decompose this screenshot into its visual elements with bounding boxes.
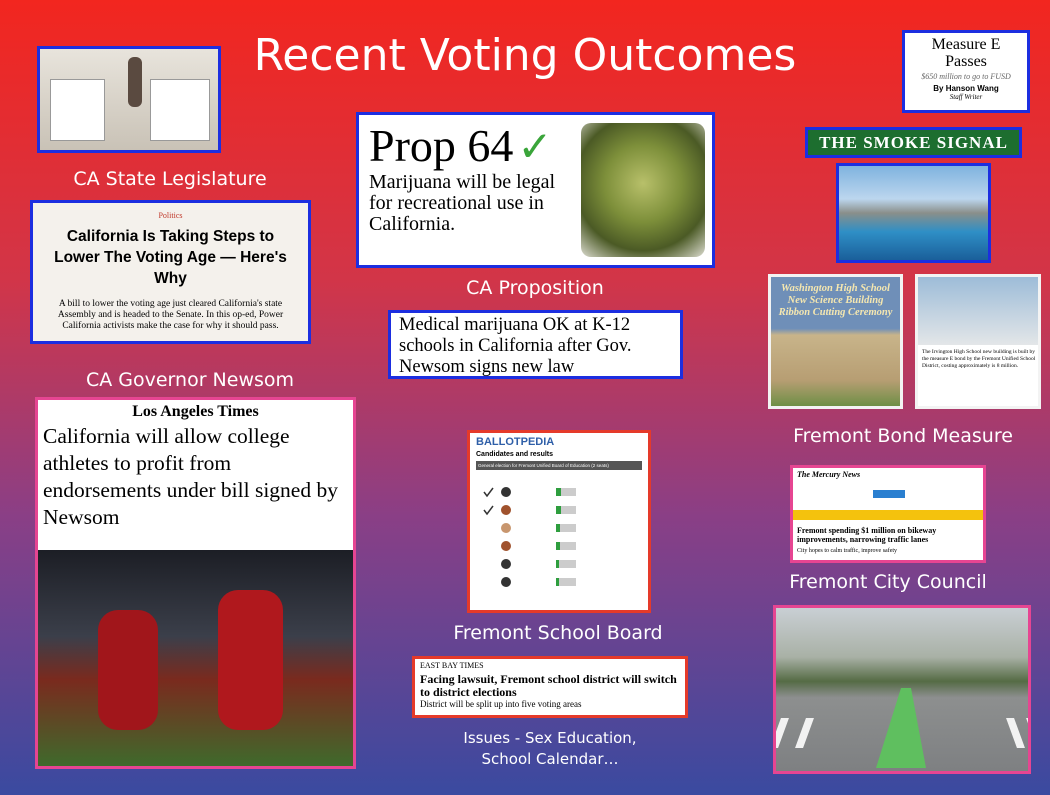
body: A bill to lower the voting age just clea… [43, 299, 298, 332]
caption: Fremont Bond Measure [793, 425, 1013, 447]
player [218, 590, 283, 730]
headline: California Is Taking Steps to Lower The … [43, 226, 298, 289]
clipping: Medical marijuana OK at K-12 schools in … [388, 310, 683, 379]
person [128, 57, 142, 107]
headline: Prop 64 [369, 120, 513, 171]
voting-photo [37, 46, 221, 153]
role: Staff Writer [905, 93, 1027, 101]
headline: California will allow college athletes t… [38, 421, 353, 533]
player [98, 610, 158, 730]
headline: Measure E Passes [926, 36, 1006, 70]
clipping: BALLOTPEDIA Candidates and results Gener… [467, 430, 651, 613]
clipping: Measure E Passes $650 million to go to F… [902, 30, 1030, 113]
photo-caption: Washington High School New Science Build… [777, 283, 894, 319]
photo-caption: The Irvington High School new building i… [922, 349, 1036, 370]
results-table [476, 478, 646, 598]
caption: CA Governor Newsom [86, 369, 294, 391]
building [918, 277, 1038, 345]
clipping: Prop 64 ✓ Marijuana will be legal for re… [356, 112, 715, 268]
checkmark: ✓ [517, 125, 552, 171]
road [776, 608, 1028, 771]
subhead: City hopes to calm traffic, improve safe… [797, 548, 897, 554]
subhead: District will be split up into five voti… [420, 699, 680, 709]
football-photo [38, 550, 353, 766]
headline: Fremont spending $1 million on bikeway i… [797, 526, 982, 544]
booth [50, 79, 105, 141]
race: General election for Fremont Unified Boa… [476, 461, 642, 470]
irvington-photo: The Irvington High School new building i… [915, 274, 1041, 409]
caption: CA Proposition [466, 277, 604, 299]
caption: Fremont School Board [453, 622, 662, 644]
washington-photo: Washington High School New Science Build… [768, 274, 903, 409]
button [873, 490, 905, 498]
street-photo [773, 605, 1031, 774]
body: Marijuana will be legal for recreational… [369, 172, 569, 235]
pool-photo [836, 163, 991, 263]
clipping: Los Angeles Times California will allow … [35, 397, 356, 769]
clipping: Politics California Is Taking Steps to L… [30, 200, 311, 344]
byline: By Hanson Wang [905, 84, 1027, 93]
masthead: EAST BAY TIMES [420, 661, 680, 670]
heading: Candidates and results [476, 451, 642, 458]
masthead: THE SMOKE SIGNAL [805, 127, 1022, 158]
plant-photo [581, 123, 705, 257]
slide: Recent Voting Outcomes CA State Legislat… [0, 0, 1050, 795]
caption: CA State Legislature [73, 168, 266, 190]
headline: Facing lawsuit, Fremont school district … [420, 673, 680, 699]
clipping: The Mercury News Fremont spending $1 mil… [790, 465, 986, 563]
masthead: The Mercury News [793, 468, 983, 481]
caption: School Calendar… [481, 750, 618, 768]
masthead: Los Angeles Times [38, 403, 353, 421]
caption: Issues - Sex Education, [463, 729, 636, 747]
caption: Fremont City Council [789, 571, 987, 593]
breaking-bar [793, 510, 983, 520]
clipping: EAST BAY TIMES Facing lawsuit, Fremont s… [412, 656, 688, 718]
section: Politics [43, 211, 298, 220]
logo: BALLOTPEDIA [476, 436, 642, 448]
subhead: $650 million to go to FUSD [905, 72, 1027, 81]
booth [150, 79, 210, 141]
